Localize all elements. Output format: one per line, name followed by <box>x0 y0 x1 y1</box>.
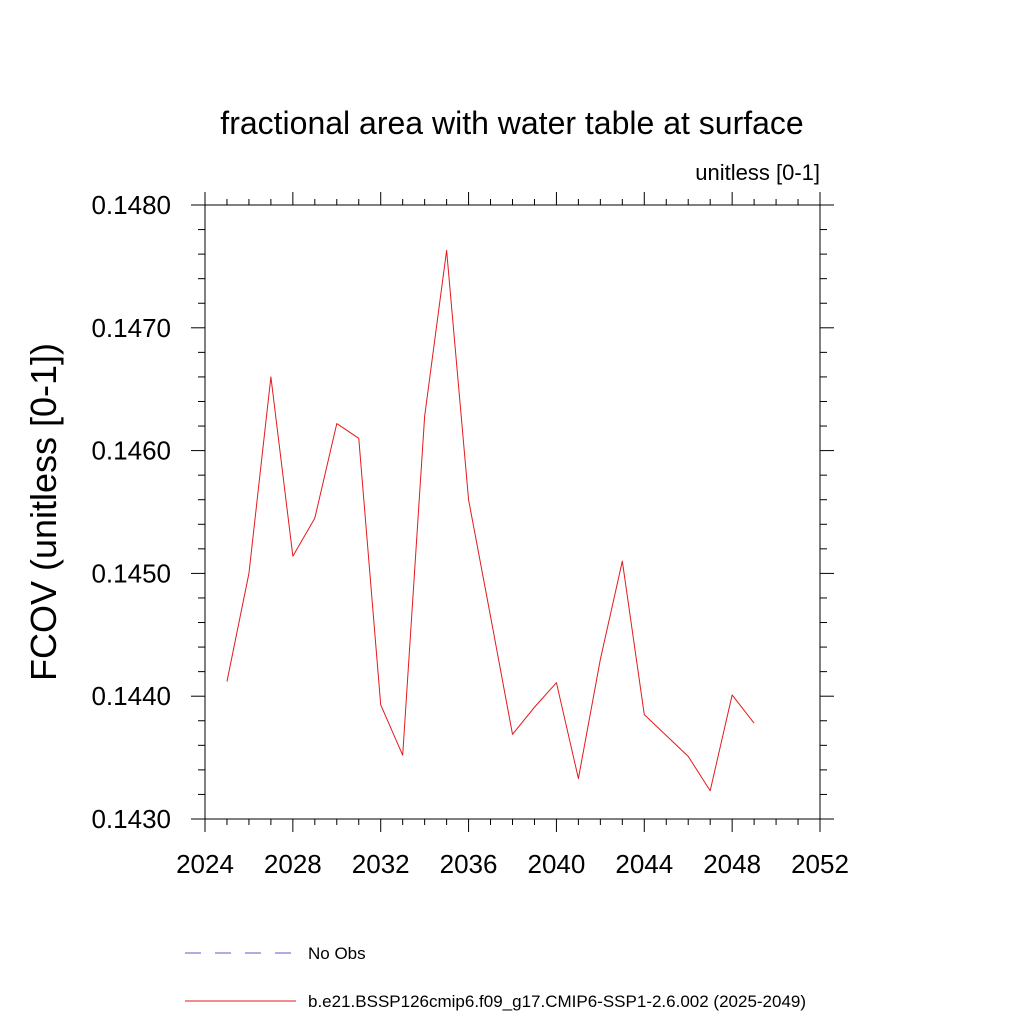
axis-ticks <box>191 192 834 832</box>
y-axis-label: FCOV (unitless [0-1]) <box>23 343 64 681</box>
y-tick-label: 0.1460 <box>91 436 171 466</box>
series-lines <box>226 249 755 792</box>
y-tick-label: 0.1470 <box>91 313 171 343</box>
y-tick-label: 0.1430 <box>91 804 171 834</box>
plot-frame <box>204 204 821 820</box>
series-line-1 <box>226 249 755 792</box>
x-tick-label: 2036 <box>440 849 498 879</box>
legend-label-1: b.e21.BSSP126cmip6.f09_g17.CMIP6-SSP1-2.… <box>308 992 806 1011</box>
y-tick-label: 0.1450 <box>91 558 171 588</box>
legend-label-0: No Obs <box>308 944 366 963</box>
x-tick-label: 2048 <box>703 849 761 879</box>
x-tick-label: 2032 <box>352 849 410 879</box>
x-tick-label: 2044 <box>615 849 673 879</box>
y-tick-label: 0.1480 <box>91 190 171 220</box>
x-tick-label: 2028 <box>264 849 322 879</box>
legend: No Obs b.e21.BSSP126cmip6.f09_g17.CMIP6-S… <box>185 944 806 1011</box>
x-tick-label: 2052 <box>791 849 849 879</box>
units-label: unitless [0-1] <box>695 160 820 185</box>
x-tick-label: 2040 <box>528 849 586 879</box>
y-tick-label: 0.1440 <box>91 681 171 711</box>
chart-title: fractional area with water table at surf… <box>220 105 803 141</box>
axis-tick-labels: 2024 2028 2032 2036 2040 2044 2048 2052 0.1430 0.… <box>91 190 848 879</box>
x-tick-label: 2024 <box>176 849 234 879</box>
